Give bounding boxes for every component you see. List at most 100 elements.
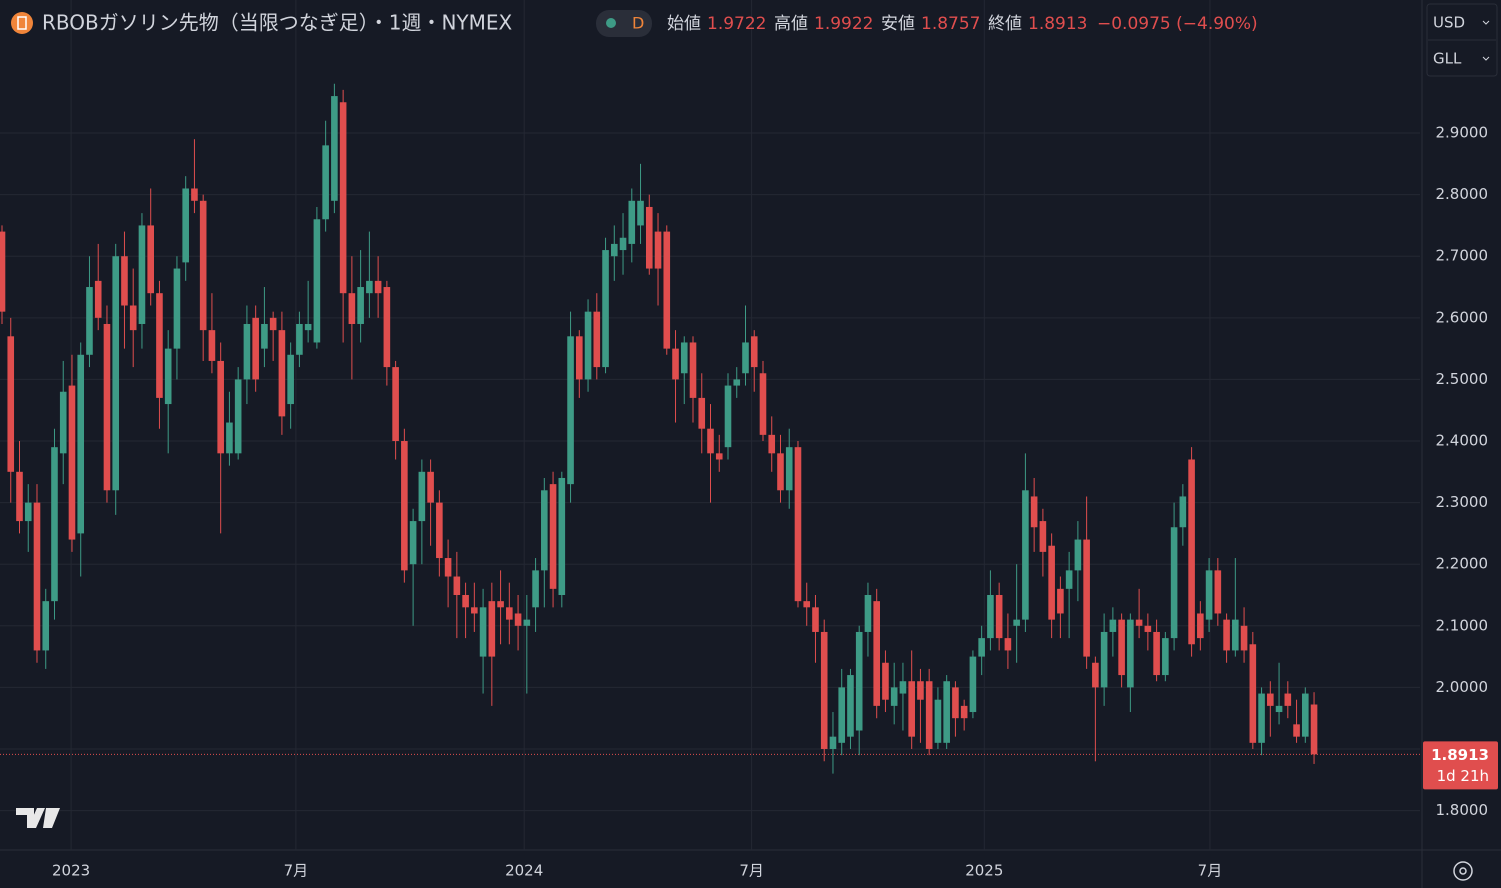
chevron [1482, 20, 1490, 25]
candle-body [103, 323, 111, 491]
candle-body [147, 225, 154, 294]
candle-body [191, 188, 198, 201]
status-dot [606, 18, 616, 28]
candle-body [121, 256, 128, 306]
candle-body [243, 323, 251, 380]
candles [0, 83, 1420, 774]
candle-body [925, 681, 933, 749]
candle-body [733, 379, 741, 386]
candle-body [173, 268, 181, 349]
candle-body [890, 687, 898, 706]
y-tick-label: 2.1000 [1436, 616, 1489, 634]
candle-body [680, 342, 688, 374]
candle-body [164, 348, 172, 405]
candle-body [943, 681, 950, 743]
candle-body [199, 200, 207, 331]
candle-body [654, 231, 662, 269]
x-tick-label: 2023 [52, 862, 90, 880]
candle-body [960, 705, 968, 719]
candle-body [567, 336, 574, 485]
candle-body [59, 391, 67, 454]
candle-body [7, 336, 15, 472]
candle-body [1275, 705, 1283, 713]
candle-body [1302, 693, 1309, 737]
candle-body [1284, 693, 1292, 706]
candle-body [847, 675, 854, 737]
candle-body [462, 595, 469, 608]
candle-body [471, 607, 478, 614]
ohlc-name: 終値 [988, 14, 1022, 34]
settings-icon[interactable] [1453, 861, 1473, 881]
candle-body [908, 681, 915, 737]
candle-body [479, 607, 487, 657]
candle-body [392, 367, 399, 442]
candle-body [899, 681, 907, 694]
candle-body [234, 379, 242, 454]
candle-body [934, 699, 942, 743]
candle-body [497, 601, 504, 608]
overlay: RBOBガソリン先物（当限つなぎ足）・1週・NYMEX D 始値 1.9722 … [11, 3, 1498, 881]
candle-body [182, 188, 189, 263]
candle-body [261, 323, 268, 349]
candle-body [86, 287, 93, 355]
candle-body [1022, 490, 1029, 620]
candle-body [1293, 724, 1300, 737]
ohlc-value: 1.9922 [814, 14, 873, 34]
candle-body [724, 385, 732, 448]
ohlc-name: 始値 [667, 14, 701, 34]
candle-body [1144, 625, 1152, 632]
candle-body [1214, 570, 1222, 614]
candle-body [1118, 619, 1125, 676]
candle-body [444, 558, 452, 577]
candle-body [1267, 693, 1274, 706]
candle-body [383, 287, 391, 368]
y-tick-label: 2.4000 [1436, 432, 1489, 450]
last-price-label: 1.8913 [1431, 746, 1489, 764]
candle-body [1127, 619, 1134, 688]
candle-body [602, 250, 609, 368]
currency-select[interactable]: USD [1433, 14, 1465, 32]
chevron [1482, 56, 1490, 61]
candle-body [77, 354, 85, 534]
candle-body [785, 447, 793, 491]
candle-body [820, 631, 828, 749]
candle-body [855, 631, 863, 731]
candle-body [829, 736, 837, 749]
settings-icon-center [1459, 867, 1467, 875]
tv-logo[interactable] [16, 808, 60, 828]
candle-body [1223, 619, 1230, 651]
candle-body [1065, 570, 1073, 589]
candle-body [366, 280, 373, 294]
candle-body [1004, 638, 1012, 651]
interval-badge[interactable] [596, 10, 652, 37]
ohlc-value: 1.8757 [921, 14, 980, 34]
x-tick-label: 7月 [1198, 862, 1223, 880]
candle-body [549, 484, 557, 589]
candle-body [768, 434, 776, 454]
candle-body [803, 601, 811, 608]
symbol-icon-glyph [17, 16, 27, 30]
candle-body [488, 601, 496, 657]
ohlc-name: 高値 [774, 14, 808, 34]
candle-body [1197, 613, 1204, 639]
y-tick-label: 1.8000 [1436, 801, 1489, 819]
candle-body [523, 619, 531, 626]
chart-title[interactable]: RBOBガソリン先物（当限つなぎ足）・1週・NYMEX [42, 11, 513, 35]
candle-body [348, 293, 356, 324]
candle-body [645, 206, 653, 269]
last-price-tag [1423, 741, 1498, 790]
candle-body [208, 330, 216, 361]
candle-body [1249, 644, 1257, 743]
candle-body [593, 311, 601, 368]
candle-body [838, 687, 846, 743]
candle-body [707, 428, 714, 454]
candle-body [304, 323, 312, 331]
candle-body [16, 471, 23, 522]
candle-body [1188, 459, 1195, 645]
candle-body [698, 397, 706, 429]
unit-select[interactable]: GLL [1433, 50, 1462, 68]
candle-body [794, 447, 802, 602]
candle-body [339, 102, 347, 294]
candle-body [427, 471, 434, 503]
